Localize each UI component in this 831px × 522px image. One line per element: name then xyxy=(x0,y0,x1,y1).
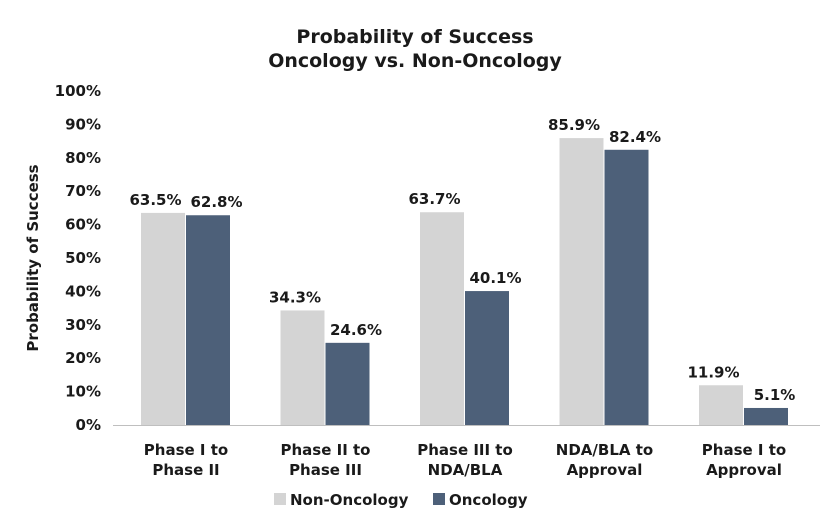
x-tick-label: NDA/BLA xyxy=(428,461,503,479)
y-tick-label: 0% xyxy=(76,416,101,434)
y-tick-label: 60% xyxy=(65,216,101,234)
data-label: 24.6% xyxy=(330,321,382,339)
x-tick-label: Phase II xyxy=(152,461,219,479)
data-label: 82.4% xyxy=(609,128,661,146)
y-tick-label: 80% xyxy=(65,149,101,167)
bar-oncology xyxy=(325,342,370,425)
y-axis-label: Probability of Success xyxy=(24,164,42,351)
bar-oncology xyxy=(465,291,509,425)
bar-oncology xyxy=(186,215,230,425)
bar-non-oncology xyxy=(280,310,325,425)
x-tick-label: Phase III to xyxy=(417,441,513,459)
legend-label: Oncology xyxy=(449,491,528,509)
legend-label: Non-Oncology xyxy=(290,491,409,509)
chart-title-line: Probability of Success xyxy=(296,26,533,48)
y-tick-label: 70% xyxy=(65,182,101,200)
bar-non-oncology xyxy=(420,212,464,425)
data-label: 40.1% xyxy=(469,269,521,287)
y-tick-label: 20% xyxy=(65,349,101,367)
bar-non-oncology xyxy=(699,385,743,425)
legend-swatch xyxy=(274,493,286,505)
y-tick-label: 40% xyxy=(65,282,101,300)
legend-swatch xyxy=(433,493,445,505)
y-tick-label: 50% xyxy=(65,249,101,267)
data-label: 62.8% xyxy=(190,193,242,211)
y-tick-label: 100% xyxy=(55,82,101,100)
bar-oncology xyxy=(604,149,649,425)
bar-non-oncology xyxy=(559,138,604,425)
bar-oncology xyxy=(744,407,788,425)
data-label: 5.1% xyxy=(754,386,796,404)
x-tick-label: NDA/BLA to xyxy=(556,441,653,459)
x-tick-label: Phase III xyxy=(289,461,362,479)
x-tick-label: Approval xyxy=(567,461,643,479)
x-tick-label: Phase I to xyxy=(144,441,228,459)
y-tick-label: 90% xyxy=(65,115,101,133)
data-label: 63.7% xyxy=(408,190,460,208)
data-label: 11.9% xyxy=(687,363,739,381)
x-tick-label: Approval xyxy=(706,461,782,479)
data-label: 85.9% xyxy=(548,116,600,134)
x-tick-label: Phase II to xyxy=(281,441,371,459)
x-tick-label: Phase I to xyxy=(702,441,786,459)
bar-non-oncology xyxy=(141,212,185,425)
y-tick-label: 30% xyxy=(65,316,101,334)
chart-title-line: Oncology vs. Non-Oncology xyxy=(268,50,562,72)
data-label: 34.3% xyxy=(269,288,321,306)
y-tick-label: 10% xyxy=(65,383,101,401)
data-label: 63.5% xyxy=(129,191,181,209)
